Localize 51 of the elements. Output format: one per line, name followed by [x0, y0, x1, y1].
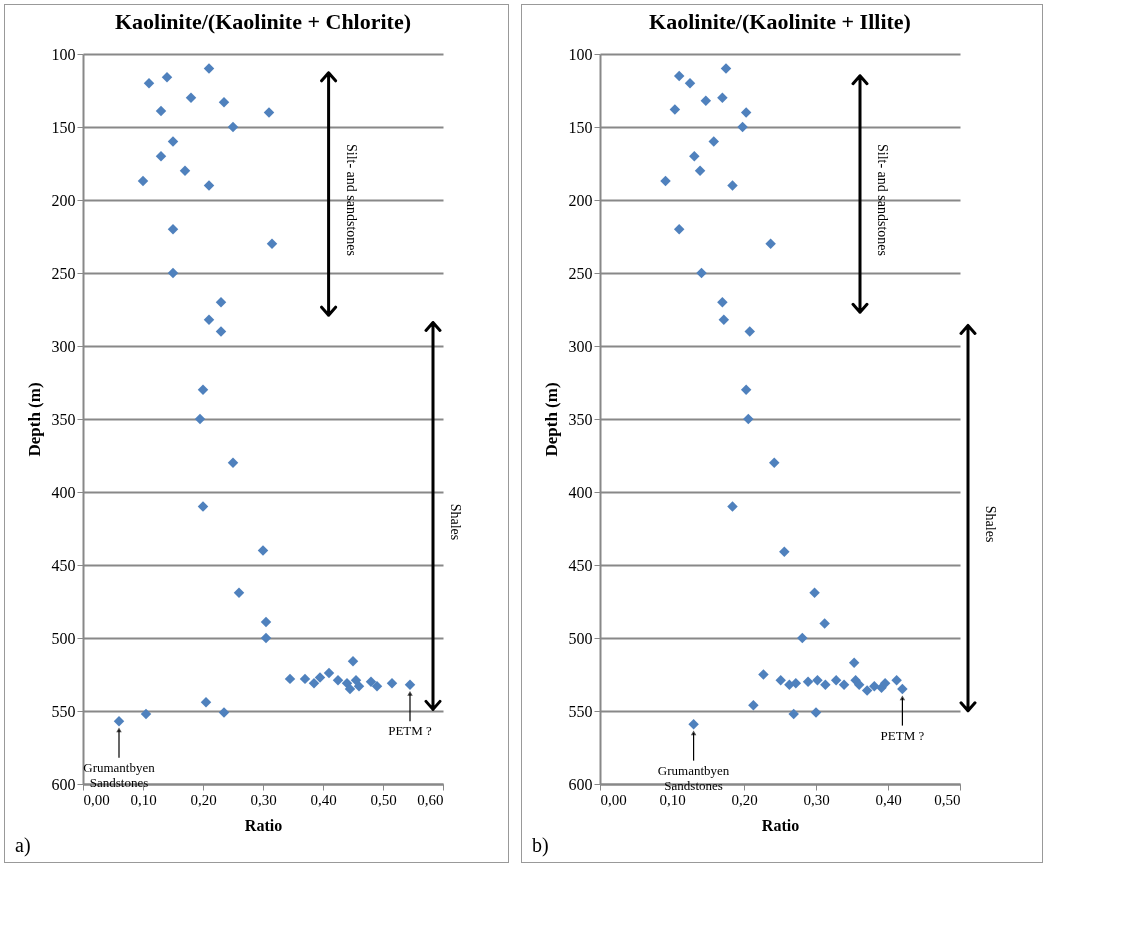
x-tick-label: 0,30 [803, 791, 830, 808]
y-axis-title: Depth (m) [541, 382, 561, 457]
y-tick-label: 200 [568, 191, 593, 209]
x-tick-label: 0,30 [250, 791, 277, 808]
y-tick-label: 150 [51, 118, 76, 136]
y-tick-label: 550 [51, 702, 76, 720]
x-tick-label: 0,10 [659, 791, 686, 808]
x-tick-label: 0,50 [370, 791, 397, 808]
y-tick-label: 600 [51, 775, 76, 793]
x-axis-title: Ratio [761, 816, 800, 834]
x-tick-label: 0,50 [934, 791, 961, 808]
y-tick-label: 350 [51, 410, 76, 428]
y-tick-label: 300 [568, 337, 593, 355]
x-tick-label: 0,20 [190, 791, 217, 808]
annotation: PETM ? [388, 723, 433, 739]
y-tick-label: 100 [568, 45, 593, 63]
x-tick-label: 0,40 [310, 791, 337, 808]
text: Shales [983, 505, 998, 543]
chart-title: Kaolinite/(Kaolinite + Illite) [649, 9, 911, 34]
chart-title: Kaolinite/(Kaolinite + Chlorite) [114, 9, 412, 34]
x-tick-label: 0,60 [417, 791, 444, 808]
x-tick-label: 0,00 [83, 791, 110, 808]
annotation: Silt- and sandstones [875, 144, 890, 256]
y-tick-label: 450 [568, 556, 593, 574]
annotation: PETM ? [880, 727, 925, 743]
y-axis-title: Depth (m) [24, 382, 44, 457]
y-tick-label: 400 [51, 483, 76, 501]
y-tick-label: 200 [51, 191, 76, 209]
y-tick-label: 550 [568, 702, 593, 720]
y-tick-label: 150 [568, 118, 593, 136]
text: Shales [448, 503, 463, 541]
y-tick-label: 100 [51, 45, 76, 63]
y-tick-label: 500 [51, 629, 76, 647]
y-tick-label: 250 [568, 264, 593, 282]
text: b) [532, 834, 549, 857]
annotation: Grumantbyen Sandstones [657, 762, 730, 793]
y-tick-label: 500 [568, 629, 593, 647]
x-tick-label: 0,40 [875, 791, 902, 808]
y-tick-label: 250 [51, 264, 76, 282]
x-tick-label: 0,10 [130, 791, 157, 808]
x-tick-label: 0,00 [600, 791, 627, 808]
x-axis-title: Ratio [244, 816, 283, 834]
annotation: Grumantbyen Sandstones [83, 759, 156, 790]
y-tick-label: 300 [51, 337, 76, 355]
y-tick-label: 600 [568, 775, 593, 793]
y-tick-label: 450 [51, 556, 76, 574]
x-tick-label: 0,20 [731, 791, 758, 808]
text: a) [15, 834, 31, 857]
annotation: Silt- and sandstones [343, 144, 359, 256]
y-tick-label: 350 [568, 410, 593, 428]
y-tick-label: 400 [568, 483, 593, 501]
